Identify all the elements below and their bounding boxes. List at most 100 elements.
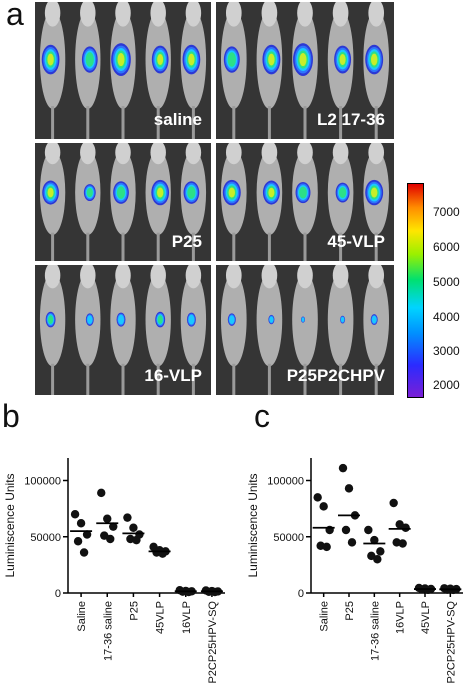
data-point — [123, 513, 132, 522]
mouse-photo-svg — [220, 143, 390, 261]
mouse-photo-svg — [39, 2, 207, 139]
mouse-photo-svg — [220, 2, 390, 139]
colorbar-tick: 5000 — [433, 275, 460, 289]
luminescence-colorbar — [407, 183, 424, 398]
mouse-figure — [110, 265, 136, 395]
mouse-figure — [220, 2, 247, 139]
mouse-figure — [39, 2, 66, 139]
x-tick-label: 16VLP — [181, 601, 193, 634]
mouse-figure — [327, 265, 354, 395]
mouse-figure — [363, 143, 390, 261]
mouse-figure — [110, 2, 136, 139]
x-tick-label: P25 — [128, 601, 140, 621]
mouse-figure — [39, 143, 66, 261]
data-point — [76, 519, 86, 528]
mouse-figure — [256, 265, 283, 395]
x-tick-label: P2CP25HPV-SQ — [445, 601, 457, 684]
mouse-figure — [145, 265, 171, 395]
mouse-photo-svg — [39, 265, 207, 395]
panel-label: saline — [153, 110, 202, 129]
data-point — [401, 523, 410, 532]
mouse-figure — [180, 265, 207, 395]
mouse-image-l2-17-36: L2 17-36 — [216, 2, 394, 139]
y-axis-label: Luminiscence Units — [246, 473, 260, 577]
mouse-figure — [327, 143, 354, 261]
x-tick-label: P25 — [344, 601, 356, 621]
y-tick-label: 100000 — [267, 476, 304, 488]
mouse-image-45-vlp: 45-VLP — [216, 143, 394, 261]
panel-letter-c: c — [254, 398, 270, 434]
x-tick-label: Saline — [319, 601, 331, 632]
scatter-chart-b: 0 50000 100000 Luminiscence Units Saline 17-3… — [0, 440, 237, 690]
mouse-figure — [220, 265, 247, 395]
mouse-figure — [145, 143, 171, 261]
x-tick-label: 16VLP — [395, 601, 407, 634]
scatter-chart-b-svg: 0 50000 100000 Luminiscence Units Saline 17-3… — [3, 458, 225, 684]
data-point — [103, 514, 112, 523]
colorbar-tick: 3000 — [433, 344, 460, 358]
mouse-figure — [363, 265, 390, 395]
colorbar-tick: 2000 — [433, 378, 460, 392]
data-point — [338, 463, 348, 473]
data-point — [70, 510, 80, 519]
mouse-figure — [292, 2, 318, 139]
scatter-chart-c-svg: 0 50000 100000 Luminiscence Units Saline P25 1… — [246, 458, 463, 684]
colorbar-tick: 4000 — [433, 310, 460, 324]
x-tick-label: 17-36 saline — [369, 601, 381, 661]
mouse-photo-svg — [39, 143, 207, 261]
x-tick-label: 17-36 saline — [102, 601, 114, 661]
data-point — [341, 525, 351, 535]
panel-label: P25P2CHPV — [286, 366, 385, 385]
data-point — [109, 522, 118, 531]
mouse-figure — [292, 143, 318, 261]
panel-label: P25 — [171, 232, 202, 251]
mouse-photo-svg — [220, 265, 390, 395]
data-point — [79, 548, 89, 557]
mouse-image-saline: saline — [35, 2, 211, 139]
panel-letter-b: b — [2, 398, 20, 434]
y-tick-label: 100000 — [24, 476, 61, 488]
mouse-figure — [180, 2, 207, 139]
mouse-figure — [220, 143, 247, 261]
mouse-figure — [39, 265, 66, 395]
mouse-image-16-vlp: 16-VLP — [35, 265, 211, 395]
mouse-figure — [292, 265, 318, 395]
y-tick-label: 50000 — [273, 532, 304, 544]
x-tick-label: P2CP25HPV-SQ — [207, 601, 219, 684]
data-point — [82, 530, 92, 539]
data-point — [73, 537, 83, 546]
data-point — [376, 547, 385, 556]
data-point — [132, 535, 141, 545]
y-tick-label: 0 — [55, 588, 61, 600]
data-point — [313, 493, 322, 502]
mouse-figure — [75, 265, 101, 395]
panel-letter-a: a — [6, 0, 24, 32]
mouse-figure — [145, 2, 171, 139]
data-point — [129, 523, 138, 532]
mouse-figure — [256, 2, 283, 139]
data-point — [97, 488, 106, 498]
y-axis-label: Luminiscence Units — [3, 473, 17, 577]
data-point — [344, 484, 354, 493]
data-point — [398, 539, 407, 548]
mouse-figure — [256, 143, 283, 261]
data-point — [389, 498, 398, 508]
scatter-chart-c: 0 50000 100000 Luminiscence Units Saline P25 1… — [243, 440, 474, 690]
mouse-figure — [363, 2, 390, 139]
y-tick-label: 50000 — [30, 532, 61, 544]
data-point — [373, 555, 382, 564]
colorbar-tick: 7000 — [433, 205, 460, 219]
mouse-figure — [110, 143, 136, 261]
mouse-figure — [75, 2, 101, 139]
data-point — [106, 534, 115, 544]
mouse-image-p25p2chpv: P25P2CHPV — [216, 265, 394, 395]
data-point — [322, 542, 331, 552]
data-point — [370, 535, 379, 545]
mouse-image-p25: P25 — [35, 143, 211, 261]
x-tick-label: Saline — [76, 601, 88, 632]
y-tick-label: 0 — [298, 588, 304, 600]
data-point — [347, 538, 357, 547]
mouse-figure — [180, 143, 207, 261]
panel-label: L2 17-36 — [316, 110, 385, 129]
panel-label: 16-VLP — [144, 366, 202, 385]
